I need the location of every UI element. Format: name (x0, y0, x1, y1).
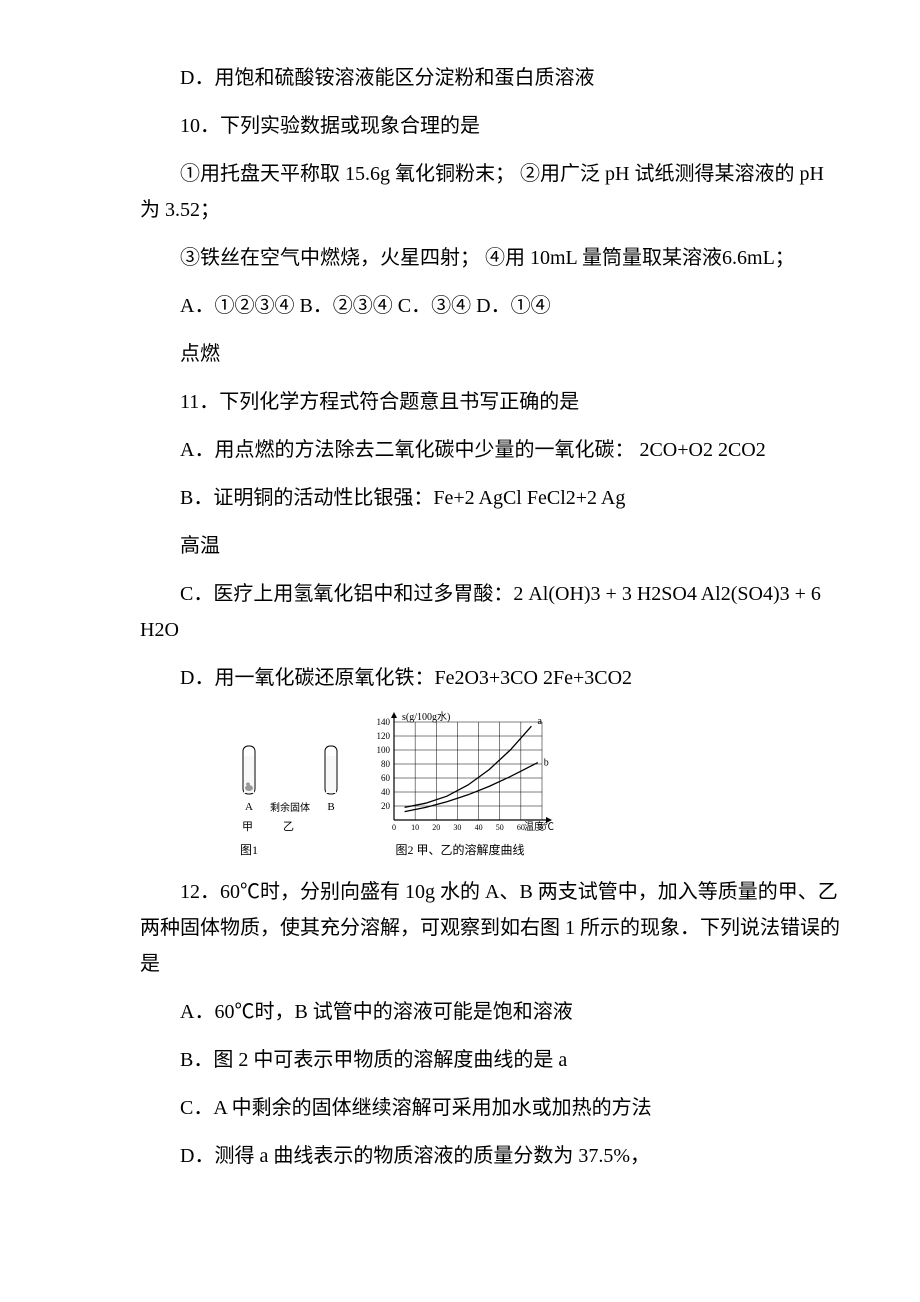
svg-text:120: 120 (377, 731, 391, 741)
q11-mid: 高温 (140, 528, 840, 564)
svg-text:100: 100 (377, 745, 391, 755)
svg-text:80: 80 (381, 759, 391, 769)
q9-option-d: D．用饱和硫酸铵溶液能区分淀粉和蛋白质溶液 (140, 60, 840, 96)
q10-stem: 10．下列实验数据或现象合理的是 (140, 108, 840, 144)
q12-stem: 12．60℃时，分别向盛有 10g 水的 A、B 两支试管中，加入等质量的甲、乙… (140, 874, 840, 982)
tube-b-svg (322, 744, 340, 798)
test-tubes-block: A 剩余固体 B 甲 乙 图1 (240, 744, 340, 861)
q12-a: A．60℃时，B 试管中的溶液可能是饱和溶液 (140, 994, 840, 1030)
fig1-label: 图1 (240, 840, 340, 862)
q10-opt1: ①用托盘天平称取 15.6g 氧化铜粉末； ②用广泛 pH 试纸测得某溶液的 p… (140, 156, 840, 228)
q10-opt2: ③铁丝在空气中燃烧，火星四射； ④用 10mL 量筒量取某溶液6.6mL； (140, 240, 840, 276)
q12-b: B．图 2 中可表示甲物质的溶解度曲线的是 a (140, 1042, 840, 1078)
svg-text:s(g/100g水): s(g/100g水) (402, 711, 450, 723)
svg-text:0: 0 (392, 823, 396, 832)
svg-text:140: 140 (377, 717, 391, 727)
tube-name-b: 乙 (283, 818, 294, 838)
svg-text:温度℃: 温度℃ (524, 820, 554, 833)
svg-text:40: 40 (381, 787, 391, 797)
q11-c: C．医疗上用氢氧化铝中和过多胃酸：2 Al(OH)3 + 3 H2SO4 Al2… (140, 576, 840, 648)
tube-b: B (322, 744, 340, 818)
svg-text:60: 60 (381, 773, 391, 783)
tube-b-label: B (327, 798, 334, 818)
svg-text:40: 40 (475, 823, 483, 832)
solubility-chart: 20406080100120140010203040506070s(g/100g… (360, 708, 560, 862)
q11-d: D．用一氧化碳还原氧化铁：Fe2O3+3CO 2Fe+3CO2 (140, 660, 840, 696)
q12-c: C．A 中剩余的固体继续溶解可采用加水或加热的方法 (140, 1090, 840, 1126)
figure-area: A 剩余固体 B 甲 乙 图1 204060801001 (240, 708, 840, 862)
tube-a-svg (240, 744, 258, 798)
svg-text:50: 50 (496, 823, 504, 832)
svg-text:30: 30 (453, 823, 461, 832)
svg-text:10: 10 (411, 823, 419, 832)
q11-stem: 11．下列化学方程式符合题意且书写正确的是 (140, 384, 840, 420)
q12-d: D．测得 a 曲线表示的物质溶液的质量分数为 37.5%， (140, 1138, 840, 1174)
svg-text:20: 20 (381, 801, 391, 811)
solubility-chart-svg: 20406080100120140010203040506070s(g/100g… (360, 708, 560, 838)
q10-choices: A．①②③④ B．②③④ C．③④ D．①④ (140, 288, 840, 324)
q11-a: A．用点燃的方法除去二氧化碳中少量的一氧化碳： 2CO+O2 2CO2 (140, 432, 840, 468)
mid-word-1: 点燃 (140, 336, 840, 372)
tube-a-label: A (245, 798, 253, 818)
svg-text:b: b (544, 758, 549, 769)
svg-text:a: a (538, 716, 543, 727)
svg-text:20: 20 (432, 823, 440, 832)
tube-a: A (240, 744, 258, 818)
remain-label: 剩余固体 (270, 800, 310, 818)
fig2-caption: 图2 甲、乙的溶解度曲线 (395, 840, 524, 862)
q11-b: B．证明铜的活动性比银强：Fe+2 AgCl FeCl2+2 Ag (140, 480, 840, 516)
tube-name-a: 甲 (242, 818, 253, 838)
